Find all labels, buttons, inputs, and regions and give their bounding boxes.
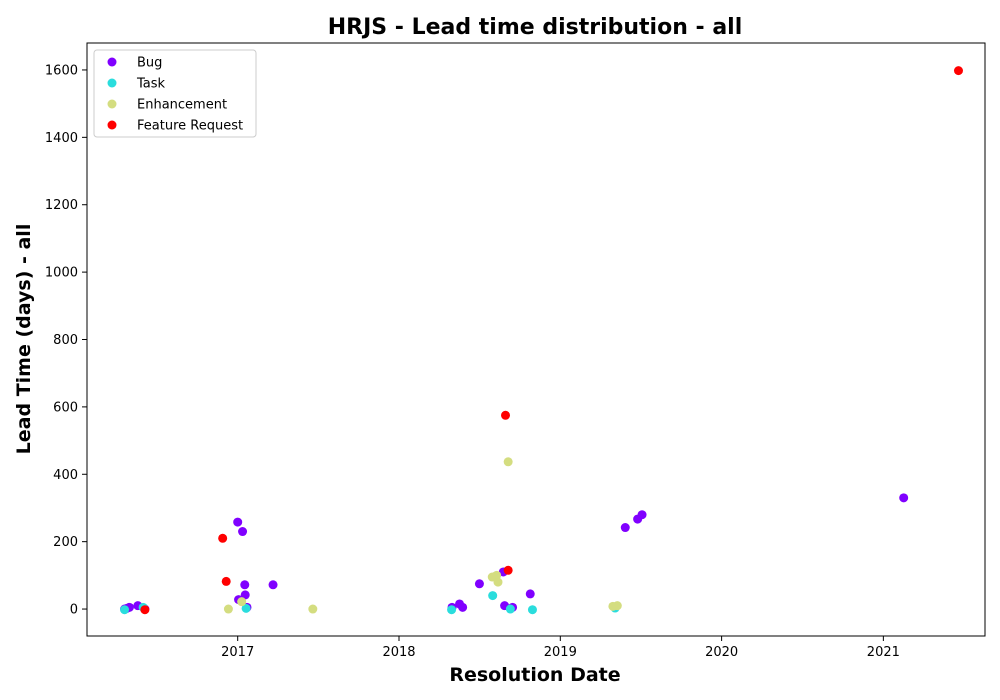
point-feature-request <box>953 66 963 76</box>
point-task <box>120 605 130 615</box>
points-layer <box>120 66 963 615</box>
point-enhancement <box>492 570 502 580</box>
chart-title: HRJS - Lead time distribution - all <box>328 15 743 40</box>
y-tick-label: 200 <box>53 535 78 550</box>
y-tick-label: 1600 <box>45 63 78 78</box>
x-axis: 2017 2018 2019 2020 2021 <box>221 636 900 660</box>
point-bug <box>268 580 278 590</box>
point-feature-request <box>221 576 231 586</box>
y-tick-label: 1400 <box>45 131 78 146</box>
legend-label-bug: Bug <box>137 56 162 71</box>
y-tick-label: 400 <box>53 468 78 483</box>
point-task <box>241 603 251 613</box>
x-tick-label: 2020 <box>705 645 738 660</box>
y-axis: 0 200 400 600 800 1000 1200 1400 1600 <box>45 63 87 618</box>
legend-marker-task <box>107 78 117 88</box>
point-feature-request <box>503 565 513 575</box>
point-task <box>505 604 515 614</box>
x-tick-label: 2018 <box>382 645 415 660</box>
point-bug <box>238 527 248 537</box>
y-tick-label: 600 <box>53 400 78 415</box>
legend-label-feature-request: Feature Request <box>137 119 243 134</box>
legend-label-enhancement: Enhancement <box>137 98 227 113</box>
y-tick-label: 800 <box>53 333 78 348</box>
point-bug <box>240 590 250 600</box>
legend-marker-bug <box>107 57 117 67</box>
x-tick-label: 2017 <box>221 645 254 660</box>
legend-marker-feature-request <box>107 120 117 130</box>
point-enhancement <box>503 457 513 467</box>
legend-label-task: Task <box>136 77 166 92</box>
point-enhancement <box>223 604 233 614</box>
point-bug <box>240 580 250 590</box>
legend-box <box>93 49 257 138</box>
y-tick-label: 0 <box>70 603 78 618</box>
x-axis-title: Resolution Date <box>449 664 620 686</box>
point-bug <box>525 589 535 599</box>
y-tick-label: 1000 <box>45 266 78 281</box>
point-bug <box>899 493 909 503</box>
point-feature-request <box>501 410 511 420</box>
point-feature-request <box>218 533 228 543</box>
point-bug <box>474 579 484 589</box>
point-bug <box>620 523 630 533</box>
y-axis-title: Lead Time (days) - all <box>13 224 35 455</box>
point-bug <box>458 602 468 612</box>
point-enhancement <box>612 601 622 611</box>
legend-marker-enhancement <box>107 99 117 109</box>
point-enhancement <box>493 577 503 587</box>
point-task <box>447 605 457 615</box>
point-enhancement <box>237 597 247 607</box>
point-feature-request <box>140 605 150 615</box>
y-tick-label: 1200 <box>45 198 78 213</box>
point-task <box>527 605 537 615</box>
x-tick-label: 2019 <box>544 645 577 660</box>
point-bug <box>637 510 647 520</box>
legend: Bug Task Enhancement Feature Request <box>93 49 257 138</box>
point-task <box>488 591 498 601</box>
point-enhancement <box>308 604 318 614</box>
x-tick-label: 2021 <box>867 645 900 660</box>
point-bug <box>233 517 243 527</box>
